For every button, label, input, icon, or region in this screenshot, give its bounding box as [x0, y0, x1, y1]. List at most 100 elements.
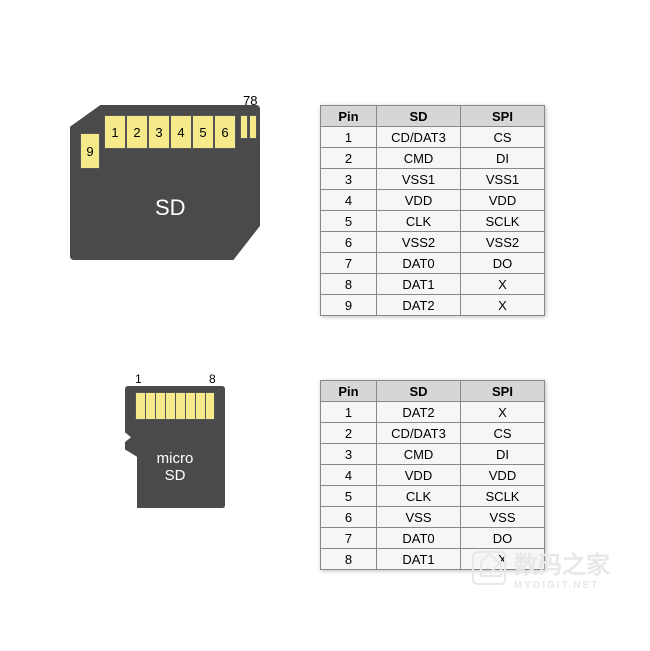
table-cell: VDD	[461, 465, 545, 486]
table-cell: 2	[321, 423, 377, 444]
table-cell: 3	[321, 169, 377, 190]
sd-pin-9: 9	[80, 133, 100, 169]
table-cell: CD/DAT3	[377, 423, 461, 444]
table-cell: VSS2	[461, 232, 545, 253]
sd-pin-8	[249, 115, 257, 139]
table-cell: X	[461, 402, 545, 423]
sd-card-diagram: 1 2 3 4 5 6 9 SD	[70, 105, 260, 260]
microsd-label-line1: micro	[157, 450, 194, 467]
microsd-pin	[155, 392, 165, 420]
table-cell: 4	[321, 465, 377, 486]
table-row: 6VSS2VSS2	[321, 232, 545, 253]
col-header-sd: SD	[377, 106, 461, 127]
table-cell: CMD	[377, 444, 461, 465]
sd-section: 78 1 2 3 4 5 6 9 SD Pin SD SPI 1CD/DAT3C…	[0, 105, 650, 316]
table-cell: VDD	[377, 465, 461, 486]
table-cell: X	[461, 549, 545, 570]
table-row: 3VSS1VSS1	[321, 169, 545, 190]
table-cell: 3	[321, 444, 377, 465]
table-cell: 8	[321, 549, 377, 570]
table-cell: 7	[321, 528, 377, 549]
table-cell: CS	[461, 127, 545, 148]
sd-pinout-table: Pin SD SPI 1CD/DAT3CS2CMDDI3VSS1VSS14VDD…	[320, 105, 545, 316]
sd-pins-row: 1 2 3 4 5 6	[104, 115, 236, 149]
table-row: 2CD/DAT3CS	[321, 423, 545, 444]
table-row: 7DAT0DO	[321, 528, 545, 549]
col-header-sd: SD	[377, 381, 461, 402]
microsd-pin-label-8: 8	[209, 372, 216, 386]
table-cell: VDD	[461, 190, 545, 211]
sd-pin-7	[240, 115, 248, 139]
table-cell: 5	[321, 486, 377, 507]
sd-table-body: 1CD/DAT3CS2CMDDI3VSS1VSS14VDDVDD5CLKSCLK…	[321, 127, 545, 316]
table-row: 4VDDVDD	[321, 190, 545, 211]
microsd-card-label: micro SD	[125, 450, 225, 484]
microsd-pin-label-1: 1	[135, 372, 142, 386]
table-cell: CS	[461, 423, 545, 444]
table-cell: VSS1	[377, 169, 461, 190]
microsd-pin	[185, 392, 195, 420]
table-cell: 9	[321, 295, 377, 316]
table-cell: DI	[461, 444, 545, 465]
table-cell: 8	[321, 274, 377, 295]
table-cell: DO	[461, 253, 545, 274]
table-cell: CMD	[377, 148, 461, 169]
table-cell: 1	[321, 402, 377, 423]
microsd-pinout-table: Pin SD SPI 1DAT2X2CD/DAT3CS3CMDDI4VDDVDD…	[320, 380, 545, 570]
table-row: 1CD/DAT3CS	[321, 127, 545, 148]
microsd-card-diagram: micro SD	[125, 386, 225, 508]
table-cell: DAT0	[377, 528, 461, 549]
table-row: 7DAT0DO	[321, 253, 545, 274]
table-cell: X	[461, 295, 545, 316]
table-cell: VSS1	[461, 169, 545, 190]
microsd-pins-row	[135, 392, 215, 420]
table-cell: CLK	[377, 486, 461, 507]
col-header-spi: SPI	[461, 106, 545, 127]
microsd-pin	[135, 392, 145, 420]
table-cell: DAT1	[377, 549, 461, 570]
table-cell: 5	[321, 211, 377, 232]
table-cell: DO	[461, 528, 545, 549]
table-cell: DI	[461, 148, 545, 169]
table-cell: SCLK	[461, 486, 545, 507]
sd-pin-3: 3	[148, 115, 170, 149]
table-row: 2CMDDI	[321, 148, 545, 169]
table-row: 1DAT2X	[321, 402, 545, 423]
microsd-label-line2: SD	[165, 467, 186, 484]
col-header-spi: SPI	[461, 381, 545, 402]
table-cell: 6	[321, 232, 377, 253]
microsd-table-body: 1DAT2X2CD/DAT3CS3CMDDI4VDDVDD5CLKSCLK6VS…	[321, 402, 545, 570]
sd-card-column: 78 1 2 3 4 5 6 9 SD	[70, 105, 280, 260]
col-header-pin: Pin	[321, 381, 377, 402]
table-header-row: Pin SD SPI	[321, 106, 545, 127]
microsd-pin	[145, 392, 155, 420]
table-row: 5CLKSCLK	[321, 211, 545, 232]
table-cell: 2	[321, 148, 377, 169]
table-cell: CD/DAT3	[377, 127, 461, 148]
sd-pin-2: 2	[126, 115, 148, 149]
table-cell: CLK	[377, 211, 461, 232]
table-row: 3CMDDI	[321, 444, 545, 465]
table-cell: SCLK	[461, 211, 545, 232]
table-cell: VSS	[461, 507, 545, 528]
table-row: 4VDDVDD	[321, 465, 545, 486]
table-cell: VDD	[377, 190, 461, 211]
table-cell: VSS2	[377, 232, 461, 253]
table-header-row: Pin SD SPI	[321, 381, 545, 402]
microsd-card-column: 1 8 micro SD	[125, 380, 280, 508]
table-cell: DAT2	[377, 295, 461, 316]
col-header-pin: Pin	[321, 106, 377, 127]
table-cell: DAT0	[377, 253, 461, 274]
table-row: 8DAT1X	[321, 549, 545, 570]
sd-pin-5: 5	[192, 115, 214, 149]
table-cell: DAT2	[377, 402, 461, 423]
microsd-pin	[195, 392, 205, 420]
table-cell: X	[461, 274, 545, 295]
watermark-sub: MYDIGIT.NET	[514, 580, 610, 591]
table-cell: 6	[321, 507, 377, 528]
table-cell: 4	[321, 190, 377, 211]
table-cell: 7	[321, 253, 377, 274]
table-row: 6VSSVSS	[321, 507, 545, 528]
table-cell: DAT1	[377, 274, 461, 295]
table-row: 5CLKSCLK	[321, 486, 545, 507]
